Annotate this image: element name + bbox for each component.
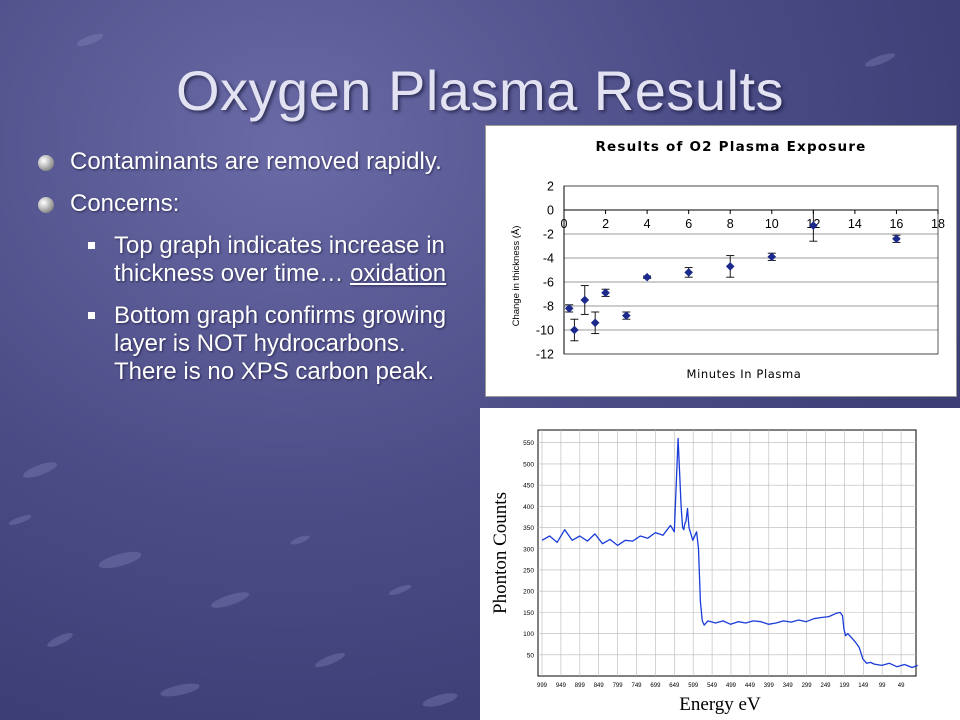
- y-tick-label: -6: [543, 276, 554, 290]
- x-tick-label: 649: [669, 683, 680, 689]
- data-point: [809, 221, 818, 230]
- chart-title: Results of O2 Plasma Exposure: [595, 139, 866, 155]
- x-tick-label: 799: [613, 683, 624, 689]
- y-tick-label: -8: [543, 300, 554, 314]
- plasma-thickness-chart: Results of O2 Plasma Exposure Change in …: [485, 125, 957, 397]
- spectrum-line: [541, 437, 918, 669]
- y-tick-label: 250: [523, 567, 534, 574]
- sub-bullet-item: Top graph indicates increase in thicknes…: [38, 232, 458, 288]
- data-point: [564, 304, 574, 313]
- y-tick-label: 100: [523, 631, 534, 638]
- data-point: [570, 325, 579, 335]
- y-axis-label: Change in thickness (Å): [511, 226, 522, 327]
- y-tick-label: -10: [536, 324, 554, 338]
- bullet-text: Contaminants are removed rapidly.: [70, 148, 442, 175]
- x-tick-label: 699: [650, 683, 661, 689]
- y-tick-label: 50: [527, 652, 535, 659]
- bullet-text: Concerns:: [70, 190, 180, 217]
- bullet-square-icon: [88, 312, 95, 319]
- data-point: [684, 268, 693, 277]
- x-tick-label: 18: [931, 217, 945, 231]
- x-tick-label: 2: [602, 217, 609, 231]
- data-point: [892, 234, 901, 244]
- y-axis-label: Phonton Counts: [490, 492, 511, 614]
- x-axis-label: Energy eV: [679, 694, 761, 715]
- x-tick-label: 599: [688, 683, 699, 689]
- y-tick-label: 200: [523, 589, 534, 596]
- x-tick-label: 499: [726, 683, 737, 689]
- x-axis-label: Minutes In Plasma: [687, 367, 802, 381]
- x-tick-label: 149: [858, 683, 869, 689]
- y-tick-label: 2: [547, 180, 554, 194]
- x-tick-label: 349: [783, 683, 794, 689]
- x-tick-label: 849: [594, 683, 605, 689]
- x-tick-label: 10: [765, 217, 779, 231]
- sub-bullet-text: Top graph indicates increase in thicknes…: [114, 232, 445, 287]
- plot-area: [537, 429, 917, 677]
- x-tick-label: 99: [879, 683, 886, 689]
- plot-area: [563, 185, 939, 355]
- y-tick-label: 400: [523, 504, 534, 511]
- data-point: [580, 295, 590, 305]
- y-tick-label: 350: [523, 525, 534, 532]
- x-tick-label: 199: [839, 683, 850, 689]
- xps-spectrum-chart: Phonton Counts Energy eV 999 949 899 849 799…: [480, 408, 960, 720]
- x-tick-label: 449: [745, 683, 756, 689]
- x-tick-label: 4: [644, 217, 651, 231]
- y-tick-label: 300: [523, 546, 534, 553]
- data-point: [622, 311, 631, 320]
- sub-bullet-underlined: oxidation: [350, 260, 447, 287]
- x-tick-label: 249: [820, 683, 831, 689]
- bullet-square-icon: [88, 242, 95, 249]
- y-tick-label: 0: [547, 204, 554, 218]
- bullet-item: Concerns:: [38, 186, 458, 222]
- sub-bullet-item: Bottom graph confirms growing layer is N…: [38, 302, 458, 386]
- xps-spectrum-chart-svg: Phonton Counts Energy eV 999 949 899 849 799…: [490, 429, 918, 715]
- x-tick-label: 8: [727, 217, 734, 231]
- x-tick-label: 749: [631, 683, 642, 689]
- bullet-item: Contaminants are removed rapidly.: [38, 144, 458, 180]
- plasma-thickness-chart-svg: Results of O2 Plasma Exposure Change in …: [511, 139, 945, 381]
- x-tick-label: 549: [707, 683, 718, 689]
- data-point: [642, 272, 652, 282]
- x-tick-label: 899: [575, 683, 586, 689]
- y-tick-label: 150: [523, 610, 534, 617]
- sub-bullet-text: Bottom graph confirms growing layer is N…: [114, 302, 447, 385]
- data-point: [725, 262, 735, 271]
- x-tick-label: 299: [802, 683, 813, 689]
- y-tick-label: -4: [543, 252, 554, 266]
- x-tick-label: 16: [889, 217, 903, 231]
- x-tick-label: 949: [556, 683, 567, 689]
- bullet-list: Contaminants are removed rapidly. Concer…: [38, 144, 458, 400]
- data-point: [767, 252, 777, 262]
- x-tick-label: 6: [685, 217, 692, 231]
- data-point: [601, 288, 610, 298]
- x-tick-label: 999: [537, 683, 548, 689]
- x-tick-label: 49: [898, 683, 905, 689]
- bullet-orb-icon: [38, 197, 54, 213]
- y-tick-label: -2: [543, 228, 554, 242]
- y-tick-label: 450: [523, 483, 534, 490]
- slide-title: Oxygen Plasma Results: [175, 59, 785, 122]
- y-tick-label: -12: [536, 348, 554, 362]
- x-tick-label: 14: [848, 217, 862, 231]
- data-point: [590, 318, 600, 328]
- y-tick-label: 500: [523, 461, 534, 468]
- y-tick-label: 550: [523, 440, 534, 447]
- x-tick-label: 399: [764, 683, 775, 689]
- bullet-orb-icon: [38, 155, 54, 171]
